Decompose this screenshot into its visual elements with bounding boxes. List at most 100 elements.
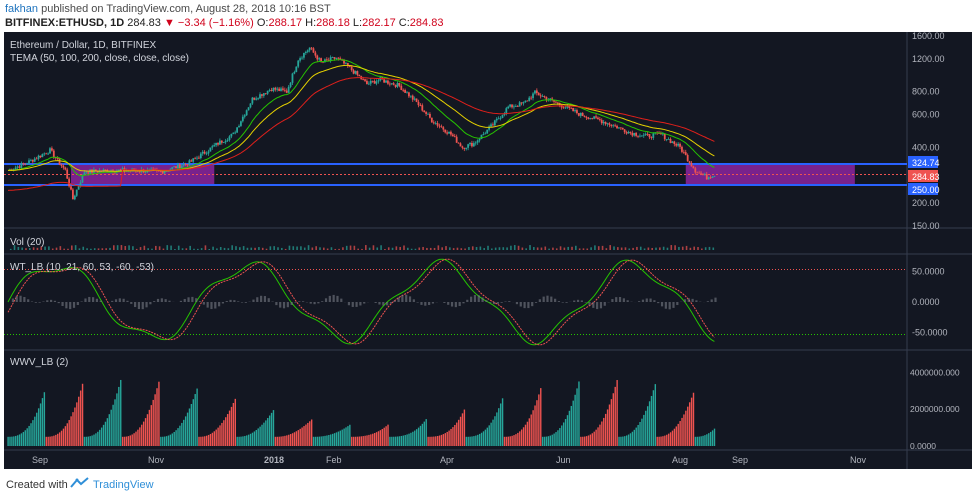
candle-body: [511, 104, 513, 108]
wwv-bar: [45, 436, 47, 446]
wwv-bar: [37, 408, 40, 446]
wt-histogram-bar: [618, 296, 622, 302]
candle-body: [646, 133, 649, 135]
candle-body: [52, 150, 55, 158]
wwv-bar: [683, 414, 685, 446]
candle-body: [345, 62, 347, 64]
candle-body: [121, 168, 124, 170]
time-tick-label: 2018: [264, 455, 284, 465]
wwv-bar: [576, 388, 578, 446]
wwv-bar: [139, 427, 141, 446]
candle-body: [707, 177, 710, 180]
wwv-bar: [400, 435, 403, 446]
wwv-bar: [83, 436, 86, 446]
wt-histogram-bar: [156, 298, 160, 302]
candle-body: [324, 59, 326, 62]
time-tick-label: Nov: [850, 455, 867, 465]
high-label: H:: [305, 17, 317, 29]
candle-body: [450, 131, 452, 135]
wwv-bar: [100, 427, 103, 446]
wwv-bar: [456, 422, 458, 446]
wt-histogram-bar: [393, 300, 396, 302]
wwv-bar: [351, 436, 353, 446]
wwv-bar: [36, 412, 38, 446]
wwv-bar: [259, 426, 261, 446]
wwv-bar: [692, 392, 695, 446]
volume-bar: [193, 248, 195, 250]
wt-histogram-bar: [450, 302, 454, 307]
wwv-bar: [270, 412, 273, 446]
wwv-bar: [675, 426, 678, 446]
candle-body: [467, 144, 470, 148]
candle-body: [535, 90, 538, 94]
candle-body: [383, 79, 386, 83]
volume-bar: [151, 248, 153, 250]
wwv-bar: [291, 433, 294, 446]
wwv-bar: [268, 415, 271, 446]
candle-body: [570, 107, 573, 109]
candle-body: [688, 161, 691, 163]
candle-body: [593, 116, 596, 119]
volume-bar: [300, 246, 302, 250]
volume-bar: [513, 245, 516, 250]
candle-body: [331, 57, 334, 58]
candle-body: [310, 47, 313, 49]
volume-bar: [273, 246, 275, 250]
candle-body: [419, 105, 422, 106]
wwv-bar: [330, 434, 332, 446]
wt-histogram-bar: [515, 302, 519, 305]
candle-body: [660, 133, 662, 135]
wwv-bar: [559, 428, 561, 446]
wt-histogram-bar: [118, 298, 121, 302]
tradingview-link[interactable]: TradingView: [93, 479, 154, 491]
candle-body: [577, 113, 580, 116]
author-link[interactable]: fakhan: [5, 3, 39, 15]
wt-histogram-bar: [324, 298, 328, 302]
candle-body: [711, 176, 714, 178]
wt-histogram-bar: [244, 302, 247, 303]
wwv-bar: [478, 433, 481, 446]
wt-histogram-bar: [76, 302, 79, 306]
wt-histogram-bar: [23, 297, 26, 302]
candle-body: [304, 51, 307, 54]
candle-body: [474, 142, 477, 144]
footer: Created with TradingView: [0, 472, 974, 497]
volume-bar: [567, 246, 569, 250]
chart-svg[interactable]: 1600.00 1200.00 800.00 600.00 400.00 200.00 15…: [4, 31, 972, 469]
candle-body: [404, 90, 407, 93]
wwv-bar: [152, 399, 154, 446]
candle-body: [297, 60, 300, 67]
candle-body: [314, 52, 317, 56]
volume-bar: [334, 248, 337, 250]
volume-bar: [571, 246, 573, 250]
candle-body: [352, 70, 355, 74]
wt-histogram-bar: [378, 302, 381, 305]
volume-bar: [239, 247, 241, 250]
candle-body: [415, 98, 418, 102]
wt-histogram-bar: [309, 302, 312, 304]
wt-histogram-bar: [496, 302, 499, 304]
candle-body: [385, 80, 387, 83]
candle-body: [222, 142, 225, 144]
candle-body: [430, 117, 433, 123]
candle-body: [178, 164, 181, 169]
volume-bar: [460, 248, 463, 250]
volume-bar: [670, 245, 673, 250]
chart-area[interactable]: 1600.00 1200.00 800.00 600.00 400.00 200.00 15…: [4, 31, 972, 469]
wwv-bar: [282, 436, 284, 446]
wwv-bar: [307, 422, 309, 446]
wwv-bar: [99, 429, 101, 446]
tema-200-line: [7, 77, 715, 191]
wwv-bar: [53, 435, 55, 446]
price-tick-label: 1600.00: [912, 32, 945, 41]
wwv-bar: [610, 399, 613, 446]
candle-body: [85, 172, 88, 174]
wwv-bar: [417, 427, 420, 446]
wt-histogram-bar: [550, 296, 553, 302]
candle-body: [312, 48, 315, 53]
wt-histogram-bar: [61, 302, 64, 307]
volume-bar: [617, 247, 619, 250]
wwv-bar: [89, 436, 91, 446]
wwv-bar: [167, 435, 170, 446]
candle-body: [585, 117, 588, 118]
